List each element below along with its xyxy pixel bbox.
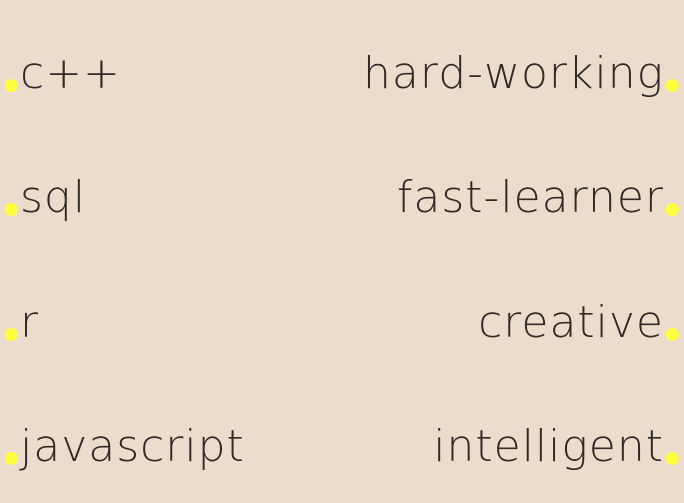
list-item: sql <box>0 176 86 220</box>
bullet-dot-icon <box>5 203 18 216</box>
skill-label: sql <box>20 172 87 223</box>
list-item: hard-working <box>363 52 684 96</box>
bullet-dot-icon <box>666 452 679 465</box>
list-item: creative <box>478 301 684 345</box>
trait-label: fast-learner <box>396 172 664 223</box>
trait-label: hard-working <box>363 48 664 99</box>
list-item: intelligent <box>433 425 684 469</box>
traits-list: hard-working fast-learner creative intel… <box>342 0 684 503</box>
skills-list: c++ sql r javascript <box>0 52 245 469</box>
list-item: c++ <box>0 52 121 96</box>
list-item: r <box>0 301 39 345</box>
bullet-dot-icon <box>5 452 18 465</box>
bullet-dot-icon <box>666 328 679 341</box>
skill-label: javascript <box>20 421 245 472</box>
skill-label: c++ <box>20 48 121 99</box>
trait-label: creative <box>478 297 664 348</box>
trait-label: intelligent <box>433 421 664 472</box>
list-item: fast-learner <box>397 176 684 220</box>
bullet-dot-icon <box>666 203 679 216</box>
list-item: javascript <box>0 425 245 469</box>
bullet-dot-icon <box>666 79 679 92</box>
skill-label: r <box>20 297 40 348</box>
bullet-dot-icon <box>5 328 18 341</box>
bullet-dot-icon <box>5 79 18 92</box>
